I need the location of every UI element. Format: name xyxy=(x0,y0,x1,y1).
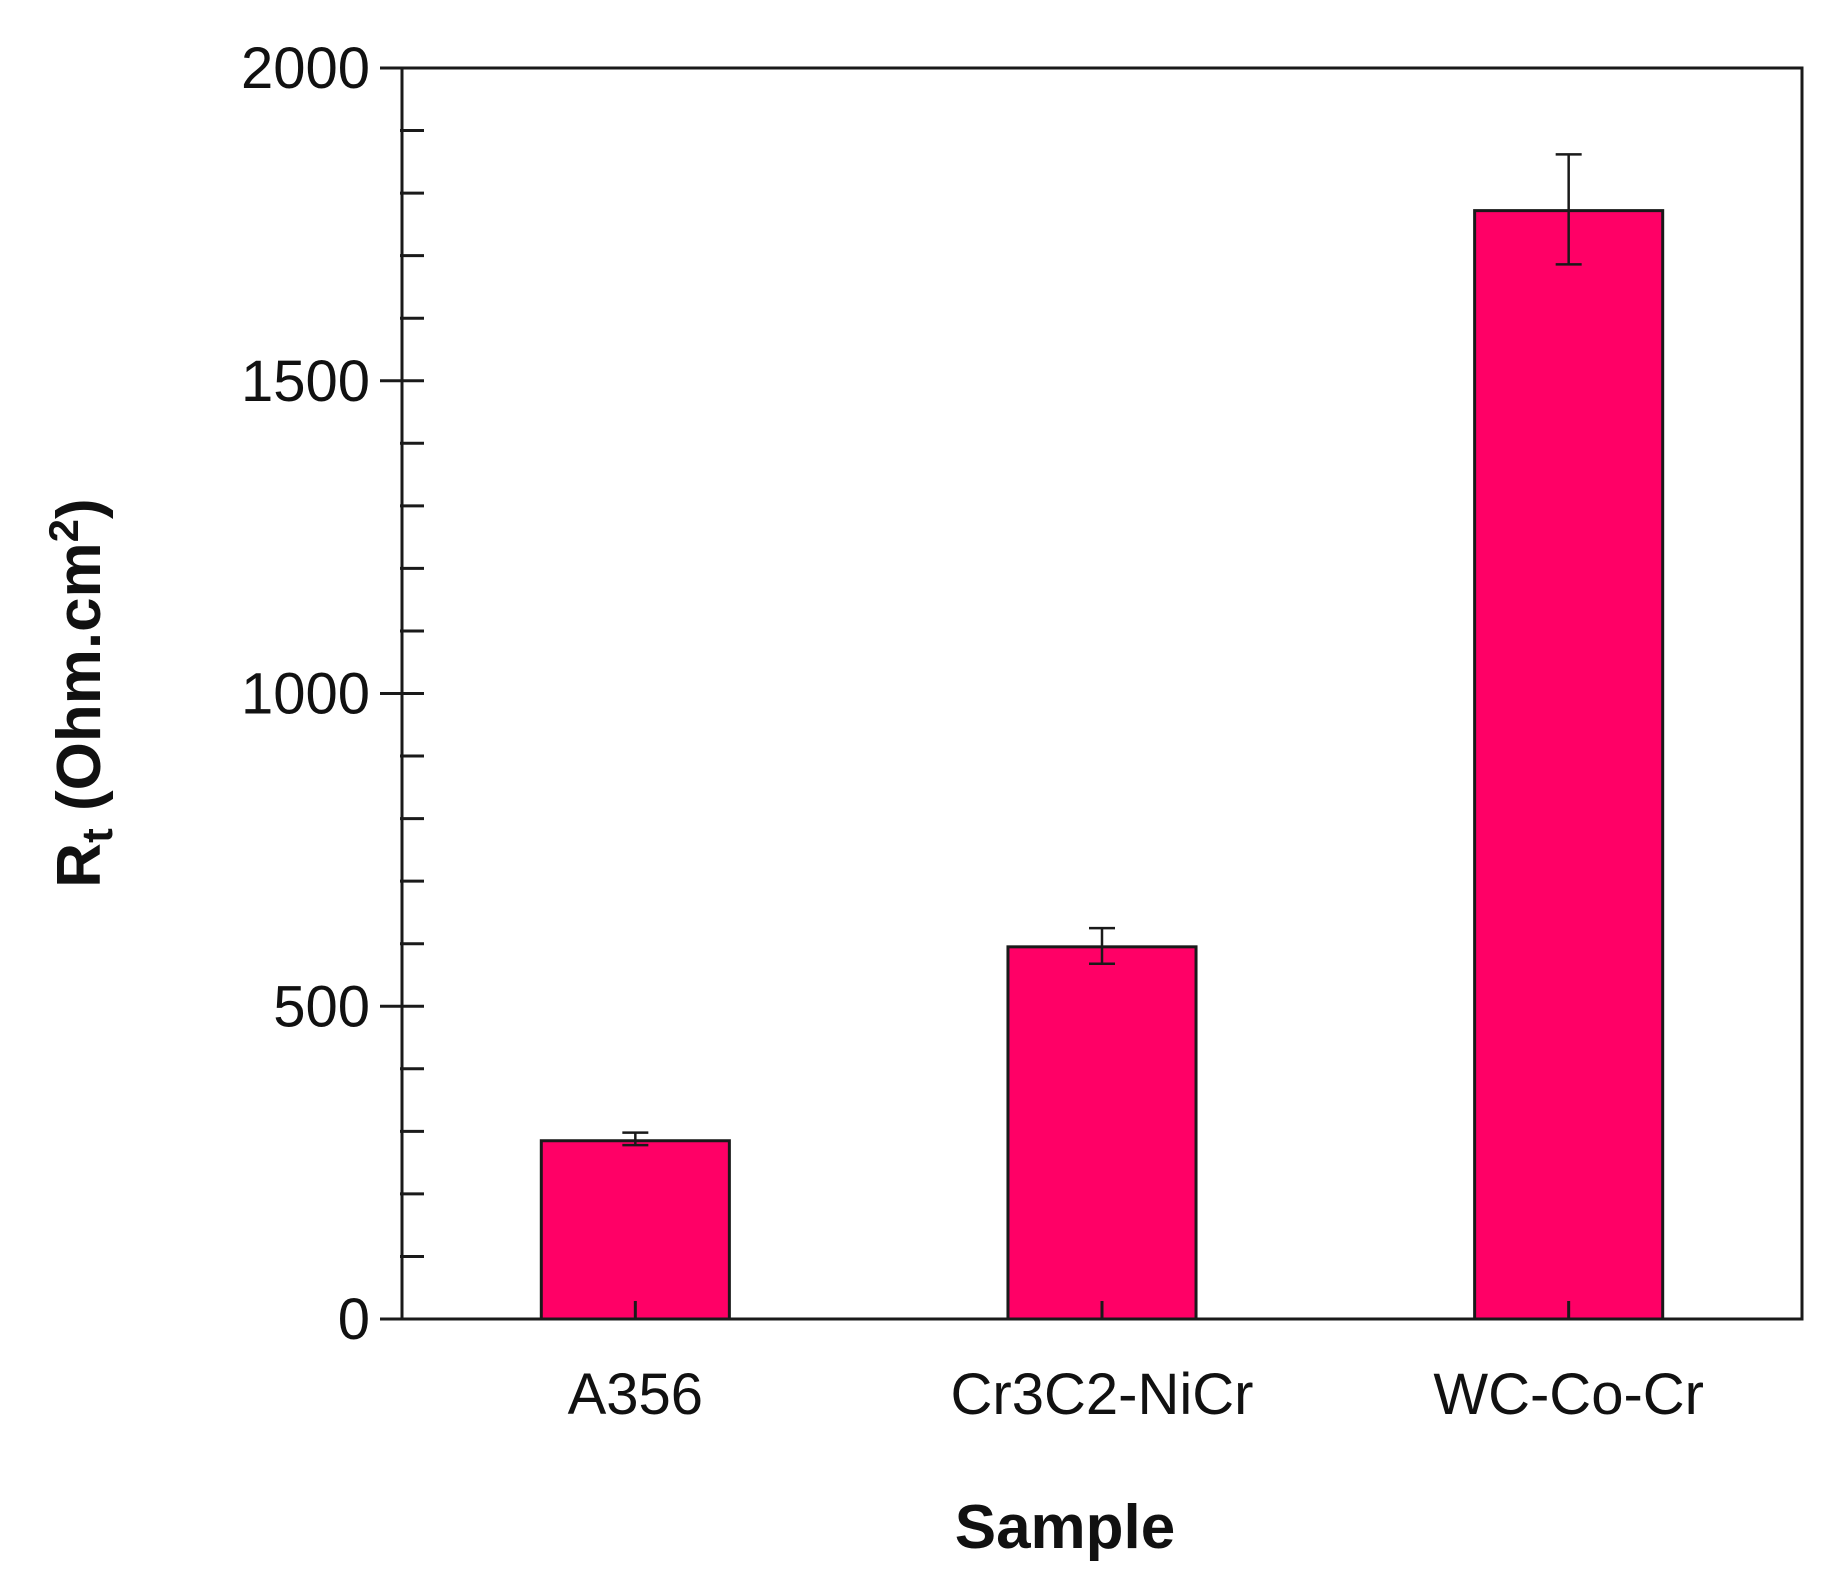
y-axis-title-unit: (Ohm.cm xyxy=(45,542,114,828)
bar-2 xyxy=(1473,209,1665,1321)
x-tick-label-2: WC-Co-Cr xyxy=(1433,1362,1704,1427)
x-tick-label-0: A356 xyxy=(568,1362,703,1427)
y-tick-label-2: 1000 xyxy=(241,662,370,727)
y-axis-title-subscript: t xyxy=(73,828,122,843)
y-tick-label-1: 500 xyxy=(273,974,370,1039)
bar-0 xyxy=(539,1139,731,1321)
y-axis-title-symbol: R xyxy=(45,843,114,888)
error-bars-group xyxy=(622,153,1582,1147)
y-tick-label-3: 1500 xyxy=(241,349,370,414)
x-tick-label-1: Cr3C2-NiCr xyxy=(951,1362,1254,1427)
x-axis-ticks: A356 Cr3C2-NiCr WC-Co-Cr xyxy=(568,1301,1704,1427)
y-axis-title: Rt (Ohm.cm2) xyxy=(40,498,122,887)
bars-group xyxy=(539,209,1665,1321)
bar-1 xyxy=(1006,945,1198,1321)
y-axis-title-superscript: 2 xyxy=(40,519,87,542)
x-axis-title: Sample xyxy=(955,1493,1176,1562)
y-axis-ticks: 0 500 1000 1500 2000 xyxy=(241,36,424,1352)
y-tick-label-0: 0 xyxy=(338,1287,370,1352)
y-tick-label-4: 2000 xyxy=(241,36,370,101)
y-axis-title-close: ) xyxy=(45,498,114,519)
